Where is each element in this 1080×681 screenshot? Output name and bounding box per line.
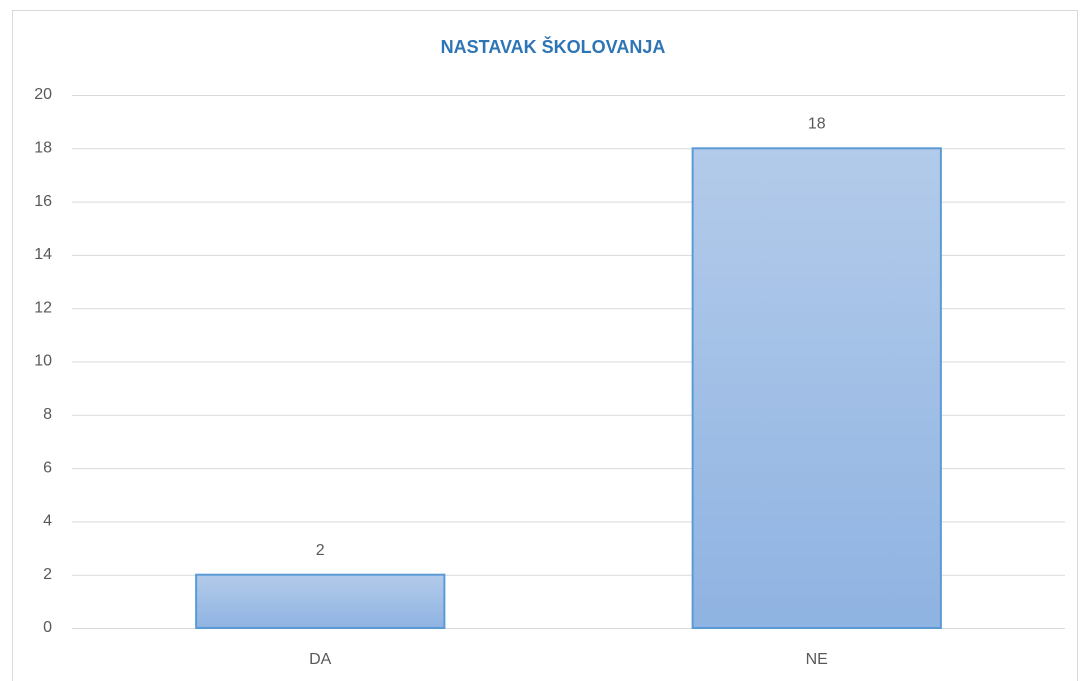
y-tick-label: 6	[43, 459, 52, 476]
y-tick-label: 8	[43, 406, 52, 423]
y-tick-label: 10	[34, 353, 52, 370]
bar	[691, 147, 942, 630]
y-tick-label: 4	[43, 513, 52, 530]
y-tick-label: 0	[43, 619, 52, 636]
y-tick-label: 16	[34, 193, 52, 210]
y-tick-label: 2	[43, 566, 52, 583]
y-tick-label: 12	[34, 299, 52, 316]
chart-title: NASTAVAK ŠKOLOVANJA	[441, 36, 666, 57]
data-label: 18	[808, 116, 826, 133]
bar	[195, 573, 446, 630]
y-tick-label: 18	[34, 140, 52, 157]
y-tick-label: 20	[34, 86, 52, 103]
x-tick-label: NE	[806, 651, 828, 668]
y-tick-label: 14	[34, 246, 52, 263]
x-tick-label: DA	[309, 651, 332, 668]
data-label: 2	[316, 542, 325, 559]
